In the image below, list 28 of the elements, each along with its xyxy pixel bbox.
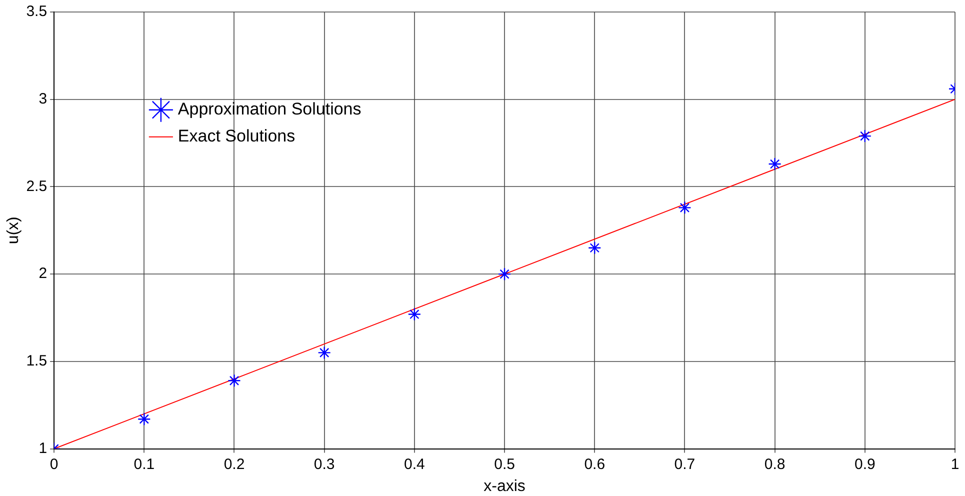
point [228,374,241,388]
x-tick-label: 0.8 [764,456,786,473]
y-tick-label: 3 [38,90,48,108]
x-tick-label: 1 [950,456,960,473]
x-tick-label: 0.2 [224,456,245,473]
y-tick-label: 3.5 [26,3,48,20]
y-tick-label: 1 [38,440,48,457]
point [858,129,872,143]
y-tick-label: 2 [38,265,48,282]
x-tick-label: 0.5 [494,456,515,473]
point [408,308,422,321]
x-tick-label: 0.1 [134,456,155,473]
x-axis-title: x-axis [484,478,526,495]
point [318,346,331,360]
point [498,267,512,281]
point [588,241,602,254]
x-tick-label: 0.4 [404,456,425,473]
x-tick-label: 0.9 [854,456,876,473]
y-tick-label: 2.5 [26,178,48,195]
x-tick-label: 0.6 [584,456,606,473]
x-tick-label: 0 [50,456,58,473]
y-tick-label: 1.5 [26,352,48,370]
x-tick-label: 0.3 [314,456,335,473]
point [138,412,151,426]
point [768,157,782,171]
point [678,201,692,214]
x-tick-label: 0.7 [674,456,696,473]
y-axis-title: u(x) [5,216,22,244]
